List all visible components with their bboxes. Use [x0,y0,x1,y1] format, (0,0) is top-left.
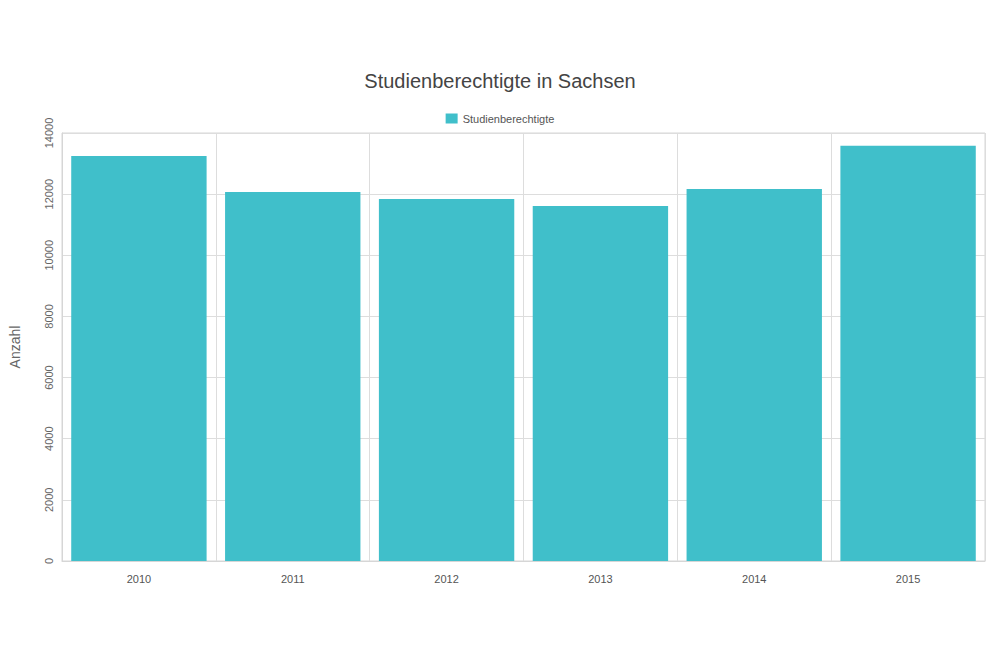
svg-text:8000: 8000 [43,304,55,328]
svg-text:Anzahl: Anzahl [7,326,23,369]
svg-text:12000: 12000 [43,179,55,210]
svg-text:14000: 14000 [43,118,55,149]
svg-text:2000: 2000 [43,488,55,512]
svg-text:2010: 2010 [127,573,151,585]
svg-text:2011: 2011 [281,573,305,585]
svg-text:2012: 2012 [434,573,458,585]
svg-text:Studienberechtigte in Sachsen: Studienberechtigte in Sachsen [364,70,635,92]
svg-text:4000: 4000 [43,426,55,450]
svg-text:2013: 2013 [588,573,612,585]
svg-text:Studienberechtigte: Studienberechtigte [463,113,555,125]
svg-text:2015: 2015 [896,573,920,585]
svg-text:2014: 2014 [742,573,766,585]
svg-text:6000: 6000 [43,365,55,389]
svg-text:10000: 10000 [43,240,55,271]
svg-text:0: 0 [43,558,55,564]
